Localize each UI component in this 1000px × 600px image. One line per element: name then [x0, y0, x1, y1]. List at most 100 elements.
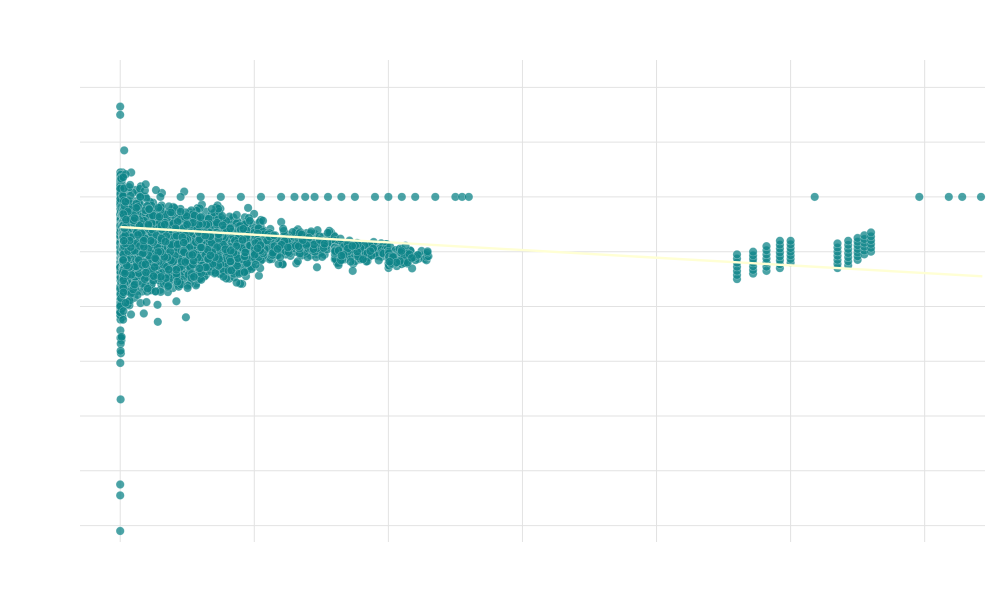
data-point — [810, 192, 820, 202]
data-point — [423, 246, 433, 256]
data-point — [126, 191, 136, 201]
data-point — [775, 236, 785, 246]
data-point — [116, 394, 126, 404]
data-point — [164, 265, 174, 275]
data-point — [336, 251, 346, 261]
data-point — [210, 268, 220, 278]
data-point — [160, 237, 170, 247]
data-point — [195, 263, 205, 273]
data-point — [117, 332, 127, 342]
data-point — [119, 236, 129, 246]
data-point — [226, 265, 236, 275]
data-point — [187, 250, 197, 260]
data-point — [239, 267, 249, 277]
data-point — [289, 192, 299, 202]
data-point — [238, 224, 248, 234]
data-point — [183, 283, 193, 293]
data-point — [119, 306, 129, 316]
data-point — [236, 192, 246, 202]
data-point — [115, 490, 125, 500]
data-point — [407, 253, 417, 263]
data-point — [153, 300, 163, 310]
data-point — [196, 212, 206, 222]
data-points — [115, 102, 986, 536]
data-point — [121, 298, 131, 308]
data-point — [118, 255, 128, 265]
data-point — [346, 257, 356, 267]
data-point — [410, 192, 420, 202]
data-point — [115, 526, 125, 536]
data-point — [283, 242, 293, 252]
data-point — [121, 197, 131, 207]
data-point — [218, 220, 228, 230]
data-point — [171, 296, 181, 306]
data-point — [176, 207, 186, 217]
data-point — [153, 317, 163, 327]
data-point — [196, 192, 206, 202]
data-point — [944, 192, 954, 202]
data-point — [310, 192, 320, 202]
data-point — [397, 192, 407, 202]
data-point — [166, 207, 176, 217]
data-point — [130, 213, 140, 223]
data-point — [125, 180, 135, 190]
data-point — [219, 272, 229, 282]
data-point — [143, 284, 153, 294]
data-point — [843, 236, 853, 246]
data-point — [189, 272, 199, 282]
data-point — [119, 287, 129, 297]
data-point — [163, 281, 173, 291]
data-point — [312, 262, 322, 272]
data-point — [336, 192, 346, 202]
data-point — [115, 358, 125, 368]
data-point — [151, 185, 161, 195]
data-point — [141, 267, 151, 277]
data-point — [130, 280, 140, 290]
data-point — [141, 179, 151, 189]
data-point — [245, 216, 255, 226]
data-point — [238, 235, 248, 245]
data-point — [196, 243, 206, 253]
data-point — [300, 192, 310, 202]
data-point — [150, 253, 160, 263]
data-point — [115, 479, 125, 489]
data-point — [761, 241, 771, 251]
data-point — [273, 244, 283, 254]
data-point — [253, 243, 263, 253]
data-point — [139, 308, 149, 318]
data-point — [319, 239, 329, 249]
data-point — [957, 192, 967, 202]
data-point — [133, 230, 143, 240]
data-point — [154, 203, 164, 213]
data-point — [350, 192, 360, 202]
data-point — [120, 268, 130, 278]
data-point — [140, 259, 150, 269]
data-point — [225, 224, 235, 234]
data-point — [151, 286, 161, 296]
data-point — [256, 192, 266, 202]
data-point — [144, 204, 154, 214]
data-point — [348, 266, 358, 276]
data-point — [396, 246, 406, 256]
data-point — [172, 277, 182, 287]
data-point — [464, 192, 474, 202]
data-point — [254, 271, 264, 281]
data-point — [139, 236, 149, 246]
data-point — [155, 192, 165, 202]
data-point — [732, 249, 742, 259]
data-point — [278, 224, 288, 234]
data-point — [240, 247, 250, 257]
data-point — [251, 260, 261, 270]
data-point — [323, 192, 333, 202]
data-point — [385, 257, 395, 267]
data-point — [115, 102, 125, 112]
data-point — [119, 145, 129, 155]
data-point — [149, 271, 159, 281]
data-point — [180, 257, 190, 267]
data-point — [150, 262, 160, 272]
data-point — [154, 212, 164, 222]
data-point — [217, 211, 227, 221]
data-point — [258, 216, 268, 226]
data-point — [205, 250, 215, 260]
